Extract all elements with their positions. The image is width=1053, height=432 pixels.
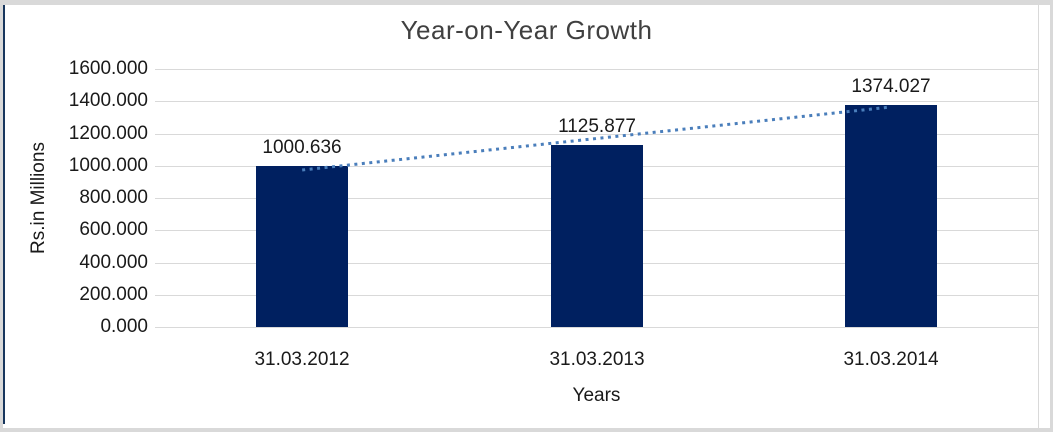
- gridline: [155, 101, 1038, 102]
- gridline: [155, 327, 1038, 328]
- x-tick-label: 31.03.2013: [549, 349, 645, 370]
- x-tick-label: 31.03.2012: [254, 349, 350, 370]
- gridline: [155, 69, 1038, 70]
- plot-area: [155, 69, 1038, 328]
- bar-31.03.2012: [256, 166, 348, 327]
- chart-object-left-border: [3, 5, 5, 424]
- bar-31.03.2013: [551, 145, 643, 327]
- gridline: [155, 134, 1038, 135]
- x-axis-title: Years: [572, 385, 621, 406]
- x-tick-label: 31.03.2014: [843, 349, 939, 370]
- y-tick-label: 800.000: [79, 187, 148, 208]
- y-tick-label: 200.000: [79, 284, 148, 305]
- data-label: 1125.877: [558, 116, 636, 137]
- chart-object-right-border: [1038, 5, 1039, 428]
- frame-edge-left: [0, 0, 3, 432]
- y-tick-label: 0.000: [100, 316, 148, 337]
- data-label: 1000.636: [262, 137, 342, 158]
- y-tick-label: 1200.000: [68, 123, 148, 144]
- y-tick-label: 1400.000: [68, 90, 148, 111]
- bar-31.03.2014: [845, 105, 937, 327]
- frame-edge-right: [1050, 0, 1053, 432]
- frame-edge-bottom: [0, 428, 1053, 432]
- y-tick-label: 1600.000: [68, 58, 148, 79]
- y-tick-label: 1000.000: [68, 155, 148, 176]
- trendline: [302, 105, 891, 172]
- frame-edge-top: [0, 0, 1053, 5]
- y-tick-label: 600.000: [79, 219, 148, 240]
- y-tick-label: 400.000: [79, 252, 148, 273]
- chart-title: Year-on-Year Growth: [400, 15, 653, 45]
- data-label: 1374.027: [851, 76, 931, 97]
